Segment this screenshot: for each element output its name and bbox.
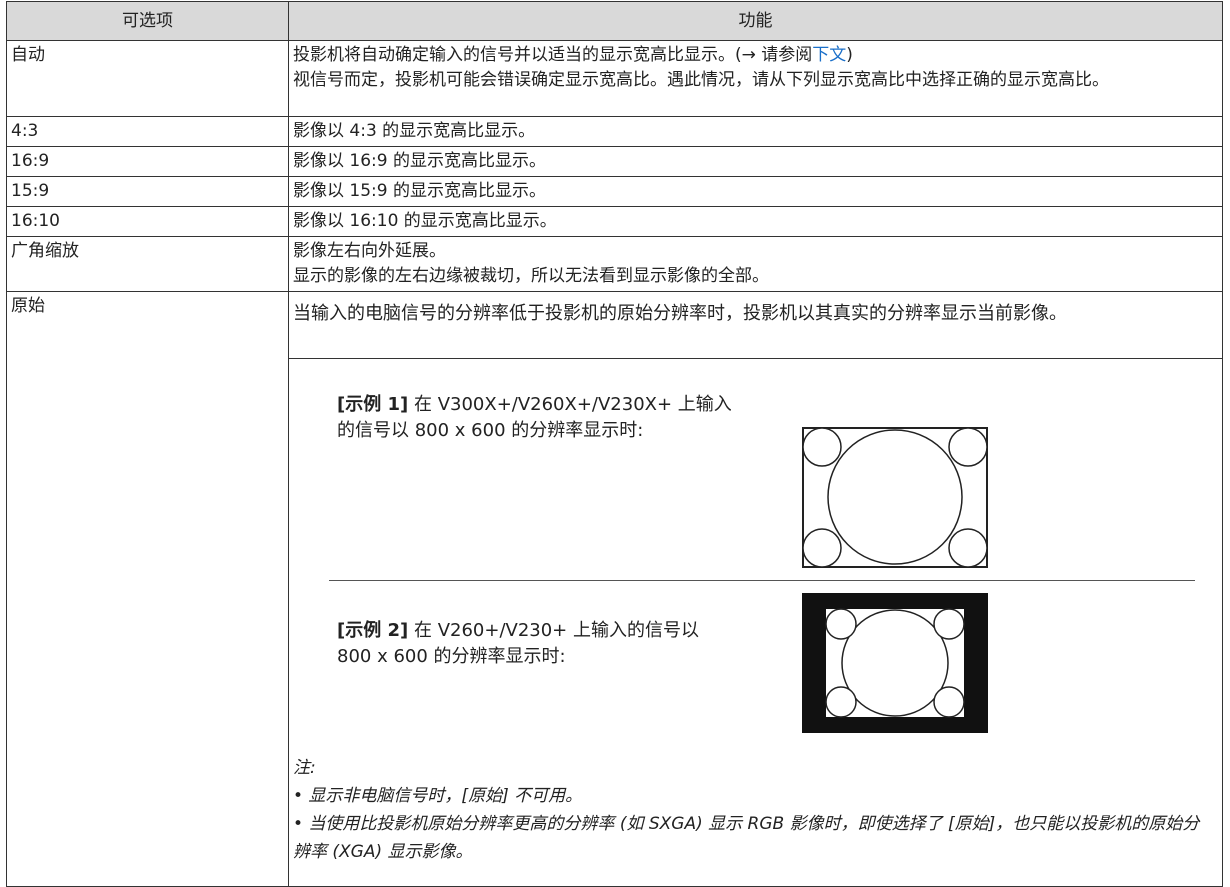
option: 16:9 — [6, 146, 289, 177]
function: 影像以 16:10 的显示宽高比显示。 — [288, 206, 1223, 237]
option: 15:9 — [6, 176, 289, 207]
row: 15:9 影像以 15:9 的显示宽高比显示。 — [6, 176, 1223, 207]
header-cell: 可选项 — [6, 1, 289, 41]
example-text: 在 V300X+/V260X+/V230X+ 上输入的信号以 800 x 600… — [337, 394, 732, 441]
text: 影像左右向外延展。 — [293, 241, 446, 261]
note: 注: • 显示非电脑信号时，[原始] 不可用。 • 当使用比投影机原始分辨率更高… — [293, 754, 1213, 866]
option: 16:10 — [6, 206, 289, 237]
row: 原始 当输入的电脑信号的分辨率低于投影机的原始分辨率时，投影机以其真实的分辨率显… — [6, 291, 1223, 887]
row: 自动 投影机将自动确定输入的信号并以适当的显示宽高比显示。(→ 请参阅下文) 视信… — [6, 40, 1223, 117]
example-label: [示例 1] — [337, 394, 409, 415]
note-title: 注: — [293, 758, 316, 778]
example: [示例 1] 在 V300X+/V260X+/V230X+ 上输入的信号以 80… — [337, 392, 737, 444]
row: 广角缩放 影像左右向外延展。显示的影像的左右边缘被裁切，所以无法看到显示影像的全部… — [6, 236, 1223, 292]
example: [示例 2] 在 V260+/V230+ 上输入的信号以 800 x 600 的… — [337, 618, 707, 670]
function: 影像以 4:3 的显示宽高比显示。 — [288, 116, 1223, 147]
function: 影像以 15:9 的显示宽高比显示。 — [288, 176, 1223, 207]
header-row: 可选项 功能 — [6, 1, 1223, 41]
separator — [329, 580, 1195, 581]
text: ) — [846, 45, 853, 65]
paragraph: 当输入的电脑信号的分辨率低于投影机的原始分辨率时，投影机以其真实的分辨率显示当前… — [293, 303, 1067, 324]
note-item: • 当使用比投影机原始分辨率更高的分辨率 (如 SXGA) 显示 RGB 影像时… — [293, 814, 1200, 862]
page: {"table":{"header":["可选项","功能"], "rows":… — [6, 1, 1223, 887]
row: 16:10 影像以 16:10 的显示宽高比显示。 — [6, 206, 1223, 237]
example-label: [示例 2] — [337, 620, 409, 641]
text: 投影机将自动确定输入的信号并以适当的显示宽高比显示。(→ 请参阅 — [293, 45, 813, 65]
option: 广角缩放 — [6, 236, 289, 292]
function: 影像以 16:9 的显示宽高比显示。 — [288, 146, 1223, 177]
diagram — [802, 593, 988, 733]
note-item: • 显示非电脑信号时，[原始] 不可用。 — [293, 786, 583, 806]
function: 影像左右向外延展。显示的影像的左右边缘被裁切，所以无法看到显示影像的全部。 — [288, 236, 1223, 292]
link[interactable]: 下文 — [812, 45, 847, 65]
divider — [289, 358, 1223, 359]
option: 自动 — [6, 40, 289, 117]
options-table: 可选项 功能 自动 投影机将自动确定输入的信号并以适当的显示宽高比显示。(→ 请… — [6, 1, 1223, 887]
row: 4:3 影像以 4:3 的显示宽高比显示。 — [6, 116, 1223, 147]
function: 当输入的电脑信号的分辨率低于投影机的原始分辨率时，投影机以其真实的分辨率显示当前… — [288, 291, 1223, 887]
example-text: 在 V260+/V230+ 上输入的信号以 800 x 600 的分辨率显示时: — [337, 620, 699, 667]
option: 原始 — [6, 291, 289, 887]
text: 显示的影像的左右边缘被裁切，所以无法看到显示影像的全部。 — [293, 266, 769, 286]
diagram — [802, 427, 988, 568]
row: 16:9 影像以 16:9 的显示宽高比显示。 — [6, 146, 1223, 177]
header-cell: 功能 — [288, 1, 1223, 41]
function: 投影机将自动确定输入的信号并以适当的显示宽高比显示。(→ 请参阅下文) 视信号而定… — [288, 40, 1223, 117]
text: 视信号而定，投影机可能会错误确定显示宽高比。遇此情况，请从下列显示宽高比中选择正… — [293, 70, 1109, 90]
option: 4:3 — [6, 116, 289, 147]
